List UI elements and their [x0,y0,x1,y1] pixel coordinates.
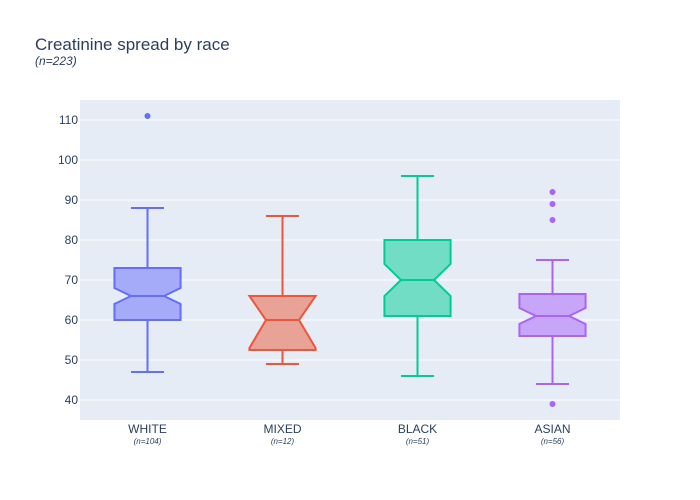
y-tick-label: 90 [65,193,79,207]
x-category-label: WHITE [128,422,167,436]
outlier-point [549,401,556,407]
y-tick-label: 110 [59,113,78,127]
x-category-label: MIXED [263,422,301,436]
y-tick-label: 40 [65,393,79,407]
x-axis-labels: WHITE(n=104) MIXED(n=12) BLACK(n=51) ASIAN(… [128,422,570,446]
x-count-label: (n=12) [271,437,295,446]
box-black [383,175,452,377]
y-tick-label: 60 [65,313,79,327]
box-asian [518,189,587,407]
y-tick-label: 70 [65,273,79,287]
outlier-point [549,201,556,207]
x-count-label: (n=51) [406,437,430,446]
chart-subtitle: (n=223) [35,54,77,68]
chart-title: Creatinine spread by race [35,35,230,54]
box-mixed [247,215,318,365]
box-body [113,267,182,321]
outlier-point [144,113,151,119]
y-tick-label: 100 [58,153,78,167]
outlier-point [549,217,556,223]
box-white [113,113,182,373]
outlier-point [549,189,556,195]
y-axis-ticks: 40 50 60 70 80 90 100 110 [58,113,78,407]
x-count-label: (n=56) [541,437,565,446]
y-tick-label: 80 [65,233,79,247]
boxes [113,113,587,407]
x-category-label: BLACK [398,422,437,436]
x-category-label: ASIAN [534,422,570,436]
plot-area [80,100,620,420]
box-body [383,239,452,317]
x-count-label: (n=104) [134,437,162,446]
box-body [247,295,318,351]
y-tick-label: 50 [65,353,79,367]
